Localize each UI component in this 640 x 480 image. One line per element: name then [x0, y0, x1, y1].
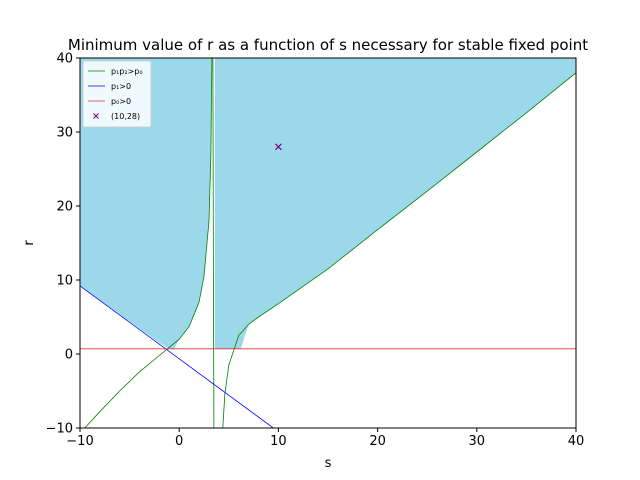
x-tick-label: 20 — [369, 434, 386, 449]
legend-entry-label: (10,28) — [111, 112, 140, 121]
point-layer — [274, 143, 282, 151]
legend-entry-label: p₁p₂>p₀ — [111, 67, 143, 76]
plot-area — [80, 58, 576, 428]
stable-region-2 — [214, 58, 576, 349]
legend-frame — [82, 60, 152, 128]
legend-entry-label: p₀>0 — [111, 97, 131, 106]
x-tick-label: 10 — [270, 434, 287, 449]
legend: p₁p₂>p₀ p₁>0 p₀>0 (10,28) — [82, 60, 152, 128]
x-axis-label: s — [325, 456, 332, 471]
y-axis-label: r — [22, 240, 37, 246]
series-layer — [80, 58, 576, 428]
y-tick-label: 30 — [56, 126, 73, 141]
x-tick-label: 30 — [469, 434, 486, 449]
y-tick-label: −10 — [46, 422, 73, 437]
point-marker-1 — [274, 143, 282, 151]
series-1-line-branch-1 — [84, 58, 213, 428]
x-tick-label: 0 — [175, 434, 183, 449]
y-tick-label: 0 — [65, 348, 73, 363]
stable-region-layer — [80, 58, 576, 349]
x-tick-label: −10 — [66, 434, 93, 449]
y-tick-label: 40 — [56, 52, 73, 67]
series-1-line-branch-2 — [212, 58, 215, 428]
plot-frame — [79, 57, 577, 429]
legend-entry-label: p₁>0 — [111, 82, 131, 91]
x-tick-label: 40 — [568, 434, 585, 449]
stable-region-1 — [80, 58, 212, 349]
y-tick-label: 10 — [56, 274, 73, 289]
legend-marker — [93, 113, 99, 119]
y-tick-label: 20 — [56, 200, 73, 215]
tick-layer: −10 0 10 20 30 40 −10 0 10 20 30 40 — [46, 52, 585, 450]
chart-title: Minimum value of r as a function of s ne… — [68, 36, 588, 54]
series-1-line-branch-3 — [222, 72, 576, 428]
series-2-line — [80, 285, 275, 428]
